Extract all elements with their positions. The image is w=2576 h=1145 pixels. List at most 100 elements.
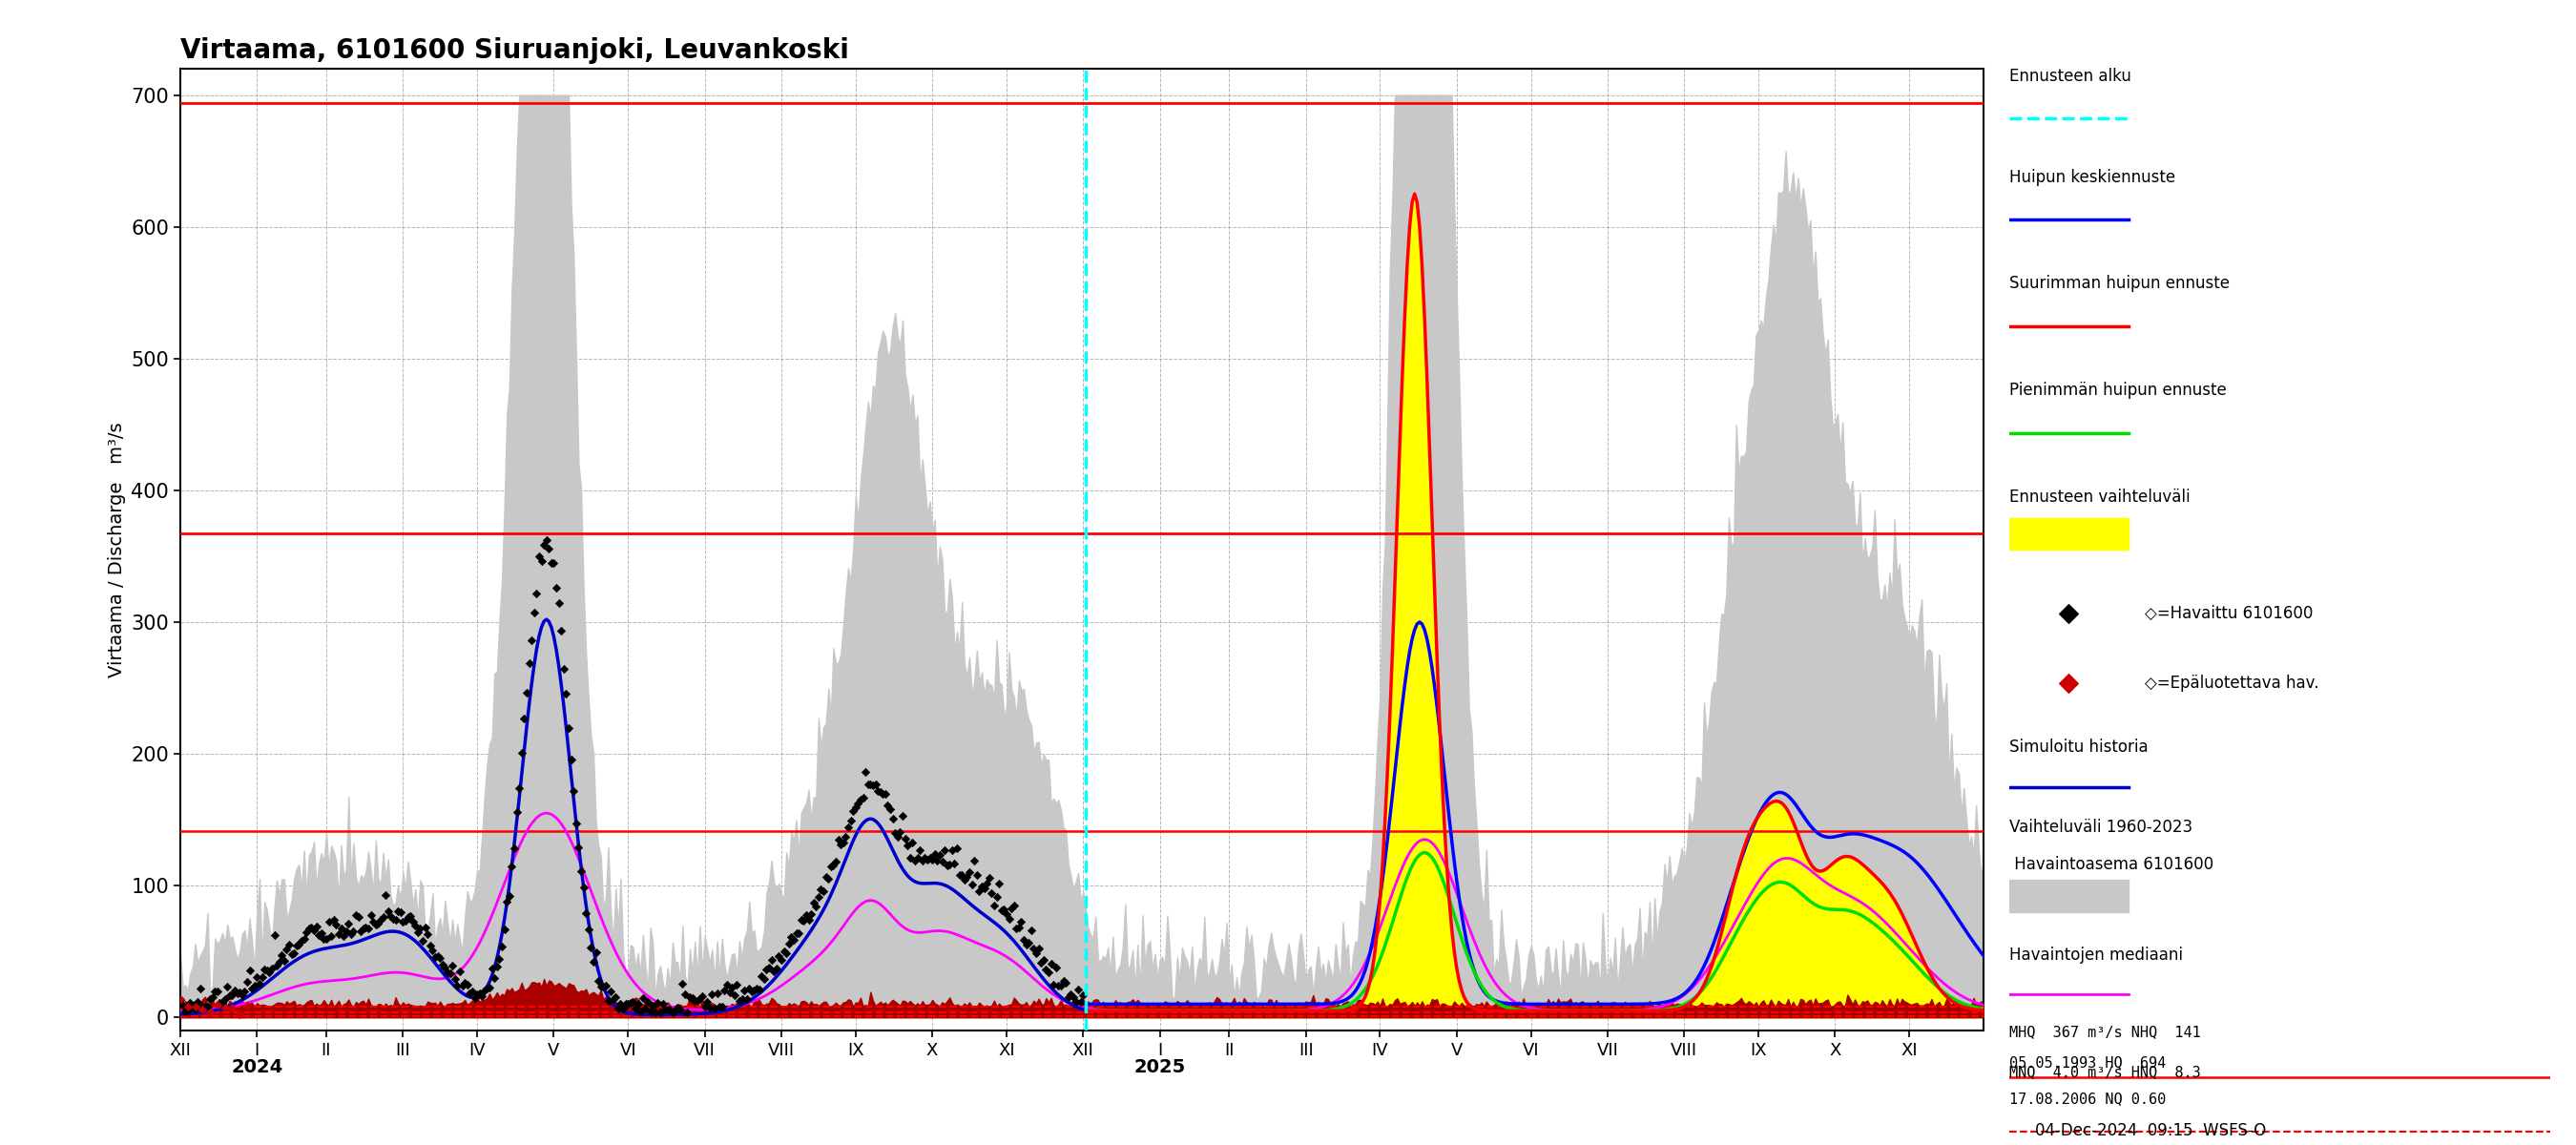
Point: [384, 911, 425, 930]
Point: [935, 855, 976, 874]
Point: [920, 846, 961, 864]
Point: [224, 981, 265, 1000]
Point: [989, 910, 1030, 929]
Point: [489, 886, 531, 905]
Text: Huipun keskiennuste: Huipun keskiennuste: [2009, 168, 2174, 185]
Point: [307, 930, 348, 948]
Point: [837, 795, 878, 813]
Point: [564, 878, 605, 897]
Point: [744, 970, 786, 988]
Point: [1061, 993, 1103, 1011]
Point: [386, 908, 428, 926]
Point: [822, 834, 863, 852]
Point: [420, 949, 461, 968]
Point: [641, 994, 683, 1012]
Point: [729, 980, 770, 998]
Point: [930, 855, 971, 874]
Point: [948, 863, 989, 882]
Point: [250, 963, 291, 981]
Text: 17.08.2006 NQ 0.60: 17.08.2006 NQ 0.60: [2009, 1092, 2166, 1106]
Point: [196, 995, 237, 1013]
Point: [611, 994, 652, 1012]
Point: [185, 997, 227, 1016]
Point: [209, 986, 250, 1004]
Point: [683, 987, 724, 1005]
Point: [440, 977, 482, 995]
Point: [629, 1002, 670, 1020]
Point: [590, 982, 631, 1001]
Point: [999, 913, 1041, 931]
Point: [322, 926, 363, 945]
Point: [881, 806, 922, 824]
Point: [871, 800, 912, 819]
Point: [778, 924, 819, 942]
Point: [242, 969, 283, 987]
Point: [544, 660, 585, 678]
Point: [531, 554, 572, 572]
Text: Havaintoasema 6101600: Havaintoasema 6101600: [2009, 855, 2213, 872]
Text: Ennusteen vaihteluväli: Ennusteen vaihteluväli: [2009, 488, 2190, 505]
Point: [191, 1003, 232, 1021]
Point: [873, 810, 914, 828]
Text: 04-Dec-2024  09:15  WSFS-O: 04-Dec-2024 09:15 WSFS-O: [2035, 1122, 2267, 1139]
Point: [526, 531, 567, 550]
Point: [175, 1001, 216, 1019]
Point: [608, 995, 649, 1013]
Point: [917, 852, 958, 870]
Point: [677, 992, 719, 1010]
Point: [981, 901, 1023, 919]
Point: [474, 969, 515, 987]
Point: [180, 979, 222, 997]
Point: [263, 951, 304, 970]
Point: [389, 907, 430, 925]
Point: [237, 968, 278, 986]
Point: [173, 996, 214, 1014]
Point: [976, 887, 1018, 906]
Point: [951, 875, 992, 893]
Point: [963, 879, 1005, 898]
Point: [1028, 963, 1069, 981]
Point: [979, 875, 1020, 893]
Point: [1043, 972, 1084, 990]
Point: [868, 796, 909, 814]
Point: [477, 957, 518, 976]
Point: [304, 930, 345, 948]
Point: [966, 875, 1007, 893]
Point: [319, 919, 361, 938]
Point: [492, 858, 533, 876]
Point: [675, 992, 716, 1010]
Point: [631, 996, 672, 1014]
Point: [482, 937, 523, 955]
Point: [183, 1000, 224, 1018]
Point: [724, 981, 765, 1000]
Point: [819, 835, 860, 853]
Point: [374, 909, 415, 927]
Point: [1048, 988, 1090, 1006]
Point: [680, 990, 721, 1009]
Point: [170, 994, 211, 1012]
Point: [1020, 954, 1061, 972]
Point: [804, 882, 845, 900]
Point: [992, 899, 1033, 917]
Point: [376, 901, 417, 919]
Point: [770, 927, 811, 946]
Point: [894, 851, 935, 869]
Point: [750, 958, 791, 977]
Point: [422, 956, 464, 974]
Point: [160, 992, 201, 1010]
Point: [654, 1002, 696, 1020]
Point: [1015, 945, 1056, 963]
Point: [188, 997, 229, 1016]
Point: [358, 914, 399, 932]
Point: [999, 918, 1041, 937]
Point: [193, 982, 234, 1001]
Point: [943, 870, 984, 889]
Point: [497, 803, 538, 821]
Point: [510, 631, 551, 649]
Point: [1061, 986, 1103, 1004]
Point: [175, 997, 216, 1016]
Point: [889, 848, 930, 867]
Point: [961, 877, 1002, 895]
Point: [714, 986, 755, 1004]
Point: [518, 547, 559, 566]
